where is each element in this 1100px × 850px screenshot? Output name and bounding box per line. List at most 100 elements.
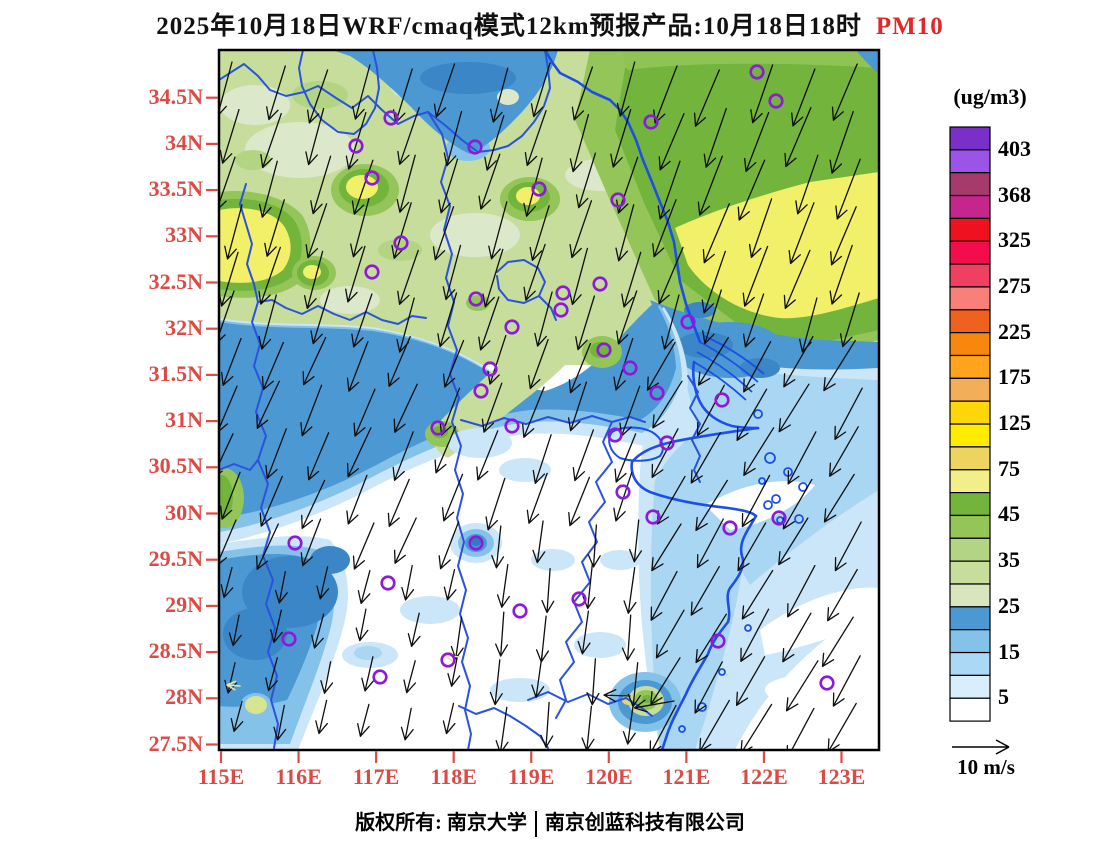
lon-label-115E: 115E [197, 764, 245, 789]
colorbar-unit-label: (ug/m3) [953, 84, 1027, 109]
wind-arrow [526, 472, 548, 524]
wind-arrow [737, 522, 767, 572]
province-border-line [220, 51, 551, 153]
colorbar-segment [949, 240, 991, 265]
station-marker [364, 170, 380, 186]
station-marker [659, 435, 675, 451]
wind-arrow [353, 388, 376, 437]
wind-arrow [442, 339, 465, 388]
wind-arrow [256, 380, 280, 429]
province-border-line [527, 691, 653, 717]
station-marker [622, 360, 638, 376]
station-marker [819, 675, 835, 691]
station-marker [571, 591, 587, 607]
field-region [431, 295, 602, 458]
wind-arrow [485, 477, 506, 531]
colorbar [949, 126, 991, 722]
wind-arrow [258, 160, 278, 218]
lat-label-29.5N: 29.5N [148, 545, 203, 571]
station-marker [531, 181, 547, 197]
wind-arrow [575, 295, 596, 351]
colorbar-label-75: 75 [998, 455, 1020, 481]
wind-arrows [220, 61, 863, 749]
colorbar-segment [949, 469, 991, 494]
wind-arrow [305, 107, 325, 166]
colorbar-segment [949, 400, 991, 425]
wind-arrow [434, 426, 457, 474]
field-region [705, 481, 815, 530]
province-border-line [460, 415, 646, 427]
species-label: PM10 [875, 13, 944, 40]
wind-arrow [572, 429, 595, 482]
wind-arrow [616, 61, 636, 117]
wind-arrow [300, 384, 323, 437]
wind-arrow [783, 335, 814, 388]
lat-label-32.5N: 32.5N [148, 268, 203, 294]
wind-arrow [649, 704, 677, 749]
colorbar-segment [949, 377, 991, 402]
wind-arrow [657, 246, 684, 305]
wind-arrow [259, 475, 283, 527]
wind-arrow [568, 342, 592, 394]
wind-arrow [786, 707, 815, 749]
wind-arrow [393, 517, 417, 564]
colorbar-segment [949, 354, 991, 379]
wind-arrow [784, 106, 812, 168]
wind-arrow [788, 202, 815, 265]
wind-arrow [273, 704, 287, 741]
wind-arrow [783, 249, 811, 310]
wind-arrow [702, 203, 730, 264]
station-marker [473, 383, 489, 399]
wind-arrow [742, 293, 765, 348]
field-region [245, 122, 355, 178]
wind-arrow [743, 427, 775, 476]
wind-arrow [737, 159, 766, 221]
wind-arrow [351, 159, 374, 215]
wind-arrow [438, 158, 459, 214]
wind-arrow [740, 703, 773, 749]
lat-label-29N: 29N [165, 591, 203, 617]
wind-arrow [736, 388, 768, 441]
province-borders [220, 51, 701, 749]
wind-arrow [357, 569, 371, 605]
wind-arrow [478, 153, 501, 210]
station-marker [287, 535, 303, 551]
station-marker [364, 264, 380, 280]
station-marker [771, 510, 787, 526]
wind-arrow [651, 523, 682, 572]
wind-arrow [741, 569, 774, 620]
wind-arrow [787, 431, 817, 485]
wind-arrow [821, 616, 854, 668]
wind-arrow [581, 705, 595, 749]
colorbar-segment [949, 309, 991, 334]
wind-reference [952, 739, 1010, 755]
wind-arrow [302, 336, 327, 386]
wind-speed-label: 10 m/s [957, 755, 1015, 779]
station-marker [649, 385, 665, 401]
wind-arrow [220, 433, 234, 474]
wind-arrow [403, 660, 417, 694]
station-marker [504, 418, 520, 434]
station-marker [348, 138, 364, 154]
field-region [684, 302, 716, 318]
island-outline [678, 725, 686, 733]
field-region [354, 646, 382, 660]
station-marker [607, 427, 623, 443]
wind-arrow [778, 383, 810, 433]
colorbar-segment [949, 651, 991, 676]
station-marker [467, 139, 483, 155]
wind-reference-arrow [952, 739, 1010, 755]
lon-label-118E: 118E [430, 764, 477, 789]
station-marker [615, 484, 631, 500]
wind-arrow [433, 63, 456, 118]
wind-arrow [650, 570, 678, 621]
wind-arrow [305, 203, 328, 259]
colorbar-segment [949, 286, 991, 311]
wind-arrow [839, 292, 860, 348]
field-region [620, 51, 878, 70]
station-marker [440, 652, 456, 668]
wind-arrow [569, 113, 590, 173]
wind-arrow [442, 244, 462, 301]
wind-arrow [652, 199, 677, 258]
wind-arrow [827, 702, 857, 749]
